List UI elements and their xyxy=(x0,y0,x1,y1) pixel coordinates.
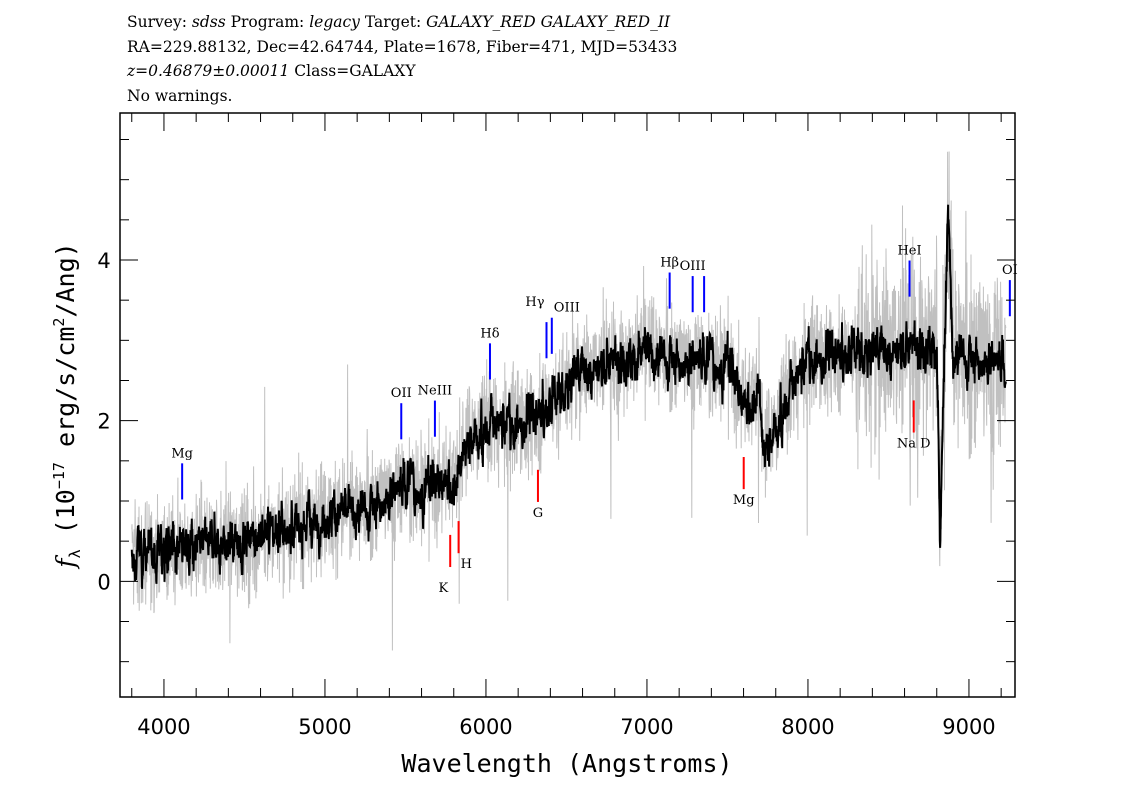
x-tick-label: 9000 xyxy=(942,715,995,739)
x-tick-label: 5000 xyxy=(298,715,351,739)
line-label: Mg xyxy=(733,493,755,508)
line-label: Hγ xyxy=(525,295,544,310)
header-line-2: RA=229.88132, Dec=42.64744, Plate=1678, … xyxy=(127,38,678,56)
y-axis-title: fλ (10−17 erg/s/cm2/Ang) xyxy=(50,242,84,569)
program-label: Program: xyxy=(230,13,305,31)
y-tick-label: 2 xyxy=(97,410,110,434)
header-line-4: No warnings. xyxy=(127,87,233,105)
class-value: Class=GALAXY xyxy=(294,62,416,80)
survey-value: sdss xyxy=(191,13,226,31)
plot-frame xyxy=(119,112,1016,698)
x-axis-title: Wavelength (Angstroms) xyxy=(401,749,732,778)
y-tick-label: 0 xyxy=(97,570,110,594)
line-label: NeIII xyxy=(418,384,452,399)
x-tick-label: 6000 xyxy=(459,715,512,739)
header-line-3: z=0.46879±0.00011 Class=GALAXY xyxy=(127,62,416,80)
line-label: HeI xyxy=(897,244,921,259)
x-tick-label: 4000 xyxy=(137,715,190,739)
line-label: Mg xyxy=(171,446,193,461)
target-value: GALAXY_RED GALAXY_RED_II xyxy=(426,13,671,31)
x-tick-label: 7000 xyxy=(620,715,673,739)
header-line-1: Survey: sdss Program: legacy Target: GAL… xyxy=(127,13,670,31)
line-label: Na D xyxy=(897,437,931,452)
line-label: OI xyxy=(1002,263,1018,278)
line-label: OII xyxy=(391,386,412,401)
smoothed-flux-series xyxy=(130,204,1007,589)
line-label: K xyxy=(438,581,448,596)
y-tick-label: 4 xyxy=(97,249,110,273)
line-label: H xyxy=(461,557,472,572)
line-label: Hβ xyxy=(660,256,679,271)
raw-flux-series xyxy=(131,151,1007,651)
line-label: OIII xyxy=(680,259,706,274)
survey-label: Survey: xyxy=(127,13,187,31)
x-tick-label: 8000 xyxy=(781,715,834,739)
redshift-value: z=0.46879±0.00011 xyxy=(127,62,290,80)
line-label: Hδ xyxy=(480,326,499,341)
program-value: legacy xyxy=(309,13,360,31)
line-label: G xyxy=(533,506,543,521)
target-label: Target: xyxy=(364,13,422,31)
line-label: OIII xyxy=(554,301,580,316)
